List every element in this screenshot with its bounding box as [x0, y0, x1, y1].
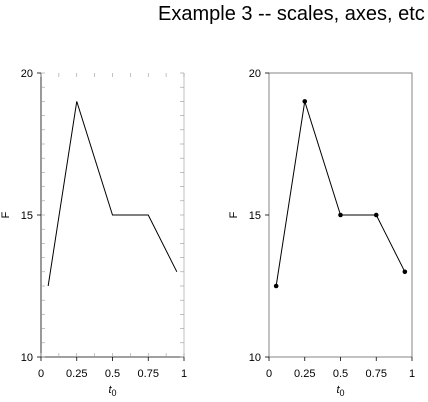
- y-tick-label: 20: [249, 68, 261, 80]
- left-panel: 0 0.25 0.5 0.75 1 10 15 20 t0 F: [0, 68, 187, 398]
- series-line: [275, 101, 406, 287]
- y-axis-label: F: [0, 211, 12, 218]
- data-point: [273, 283, 279, 289]
- figure-title: Example 3 -- scales, axes, etc: [158, 3, 425, 25]
- x-tick-label: 0: [266, 368, 272, 380]
- y-axis-label: F: [228, 211, 240, 218]
- x-tick-label: 0.75: [138, 368, 159, 380]
- data-point: [373, 212, 379, 218]
- x-tick-label: 0.75: [366, 368, 387, 380]
- data-point: [402, 269, 408, 275]
- data-point: [338, 212, 343, 218]
- x-tick-label: 0: [38, 368, 44, 380]
- x-axis-label: t0: [108, 384, 116, 398]
- x-tick-label: 0.5: [105, 368, 120, 380]
- x-tick-label: 0.25: [66, 368, 87, 380]
- y-tick-label: 20: [21, 68, 33, 80]
- y-tick-label: 10: [21, 352, 33, 364]
- y-tick-label: 10: [249, 352, 261, 364]
- x-axis-label: t0: [336, 384, 344, 398]
- x-tick-label: 1: [181, 368, 187, 380]
- right-panel: 0 0.25 0.5 0.75 1 10 15 20 t0 F: [228, 68, 415, 398]
- x-tick-label: 0.25: [294, 368, 315, 380]
- series-line: [47, 101, 178, 287]
- y-tick-label: 15: [21, 210, 33, 222]
- x-tick-label: 1: [409, 368, 415, 380]
- y-tick-label: 15: [249, 210, 261, 222]
- data-point: [302, 99, 308, 104]
- x-tick-label: 0.5: [333, 368, 348, 380]
